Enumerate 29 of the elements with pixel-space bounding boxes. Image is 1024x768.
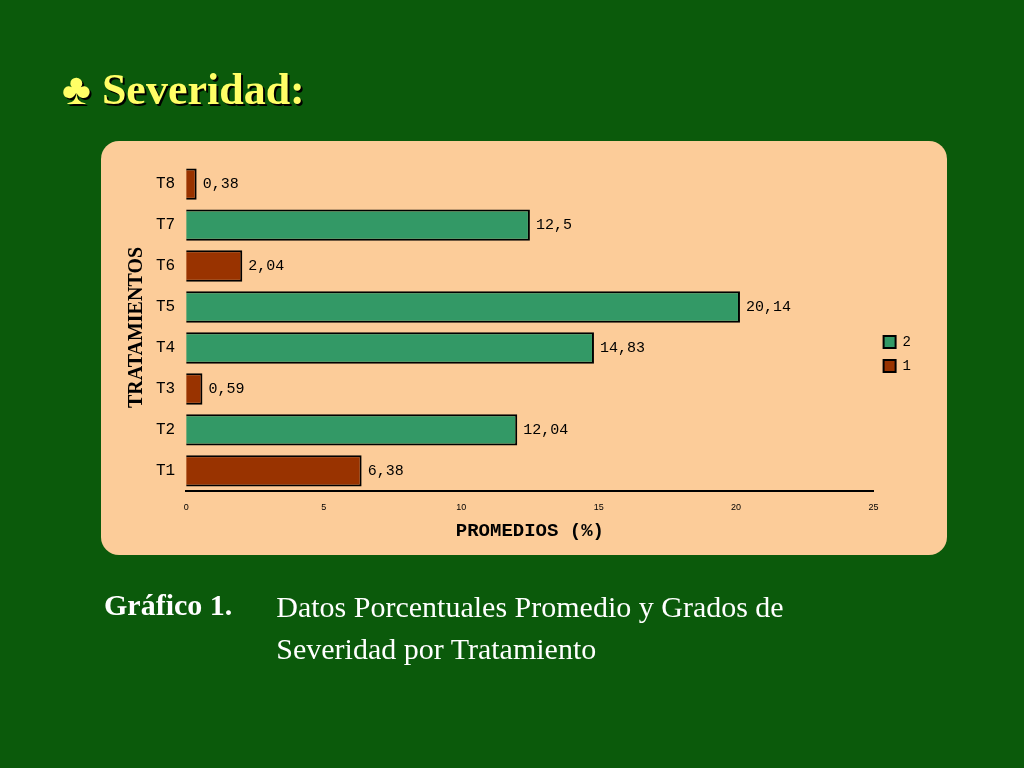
data-label: 0,38	[202, 176, 239, 194]
y-tick-label: T2	[156, 421, 176, 440]
x-tick-label: 5	[321, 502, 327, 513]
data-label: 2,04	[248, 258, 285, 276]
data-label: 0,59	[208, 380, 245, 398]
y-tick-label: T3	[156, 380, 176, 399]
y-tick-label: T6	[156, 257, 176, 276]
y-tick-label: T7	[156, 216, 176, 235]
x-tick-label: 25	[868, 502, 879, 513]
x-tick-label: 15	[593, 502, 604, 513]
text: Gráfico 1.	[104, 588, 233, 623]
x-axis-title: PROMEDIOS (%)	[455, 520, 605, 543]
data-label: 14,83	[599, 339, 645, 357]
chart-title: ♣ Severidad:	[62, 64, 305, 115]
x-tick-label: 10	[456, 502, 467, 513]
y-tick-label: T4	[156, 339, 176, 358]
data-label: 12,5	[535, 217, 572, 235]
legend-label: 1	[902, 357, 911, 374]
x-tick-label: 20	[731, 502, 742, 513]
y-tick-label: T1	[156, 462, 176, 481]
data-label: 20,14	[745, 298, 791, 316]
data-label: 6,38	[367, 462, 404, 480]
legend-label: 2	[902, 333, 911, 350]
x-tick-label: 0	[183, 502, 189, 513]
y-tick-label: T8	[156, 175, 176, 194]
text: Datos Porcentuales Promedio y Grados de Severidad por Tratamiento	[276, 589, 785, 667]
y-tick-label: T5	[156, 298, 176, 317]
y-axis-title: TRATAMIENTOS	[124, 246, 147, 409]
data-label: 12,04	[523, 421, 569, 439]
